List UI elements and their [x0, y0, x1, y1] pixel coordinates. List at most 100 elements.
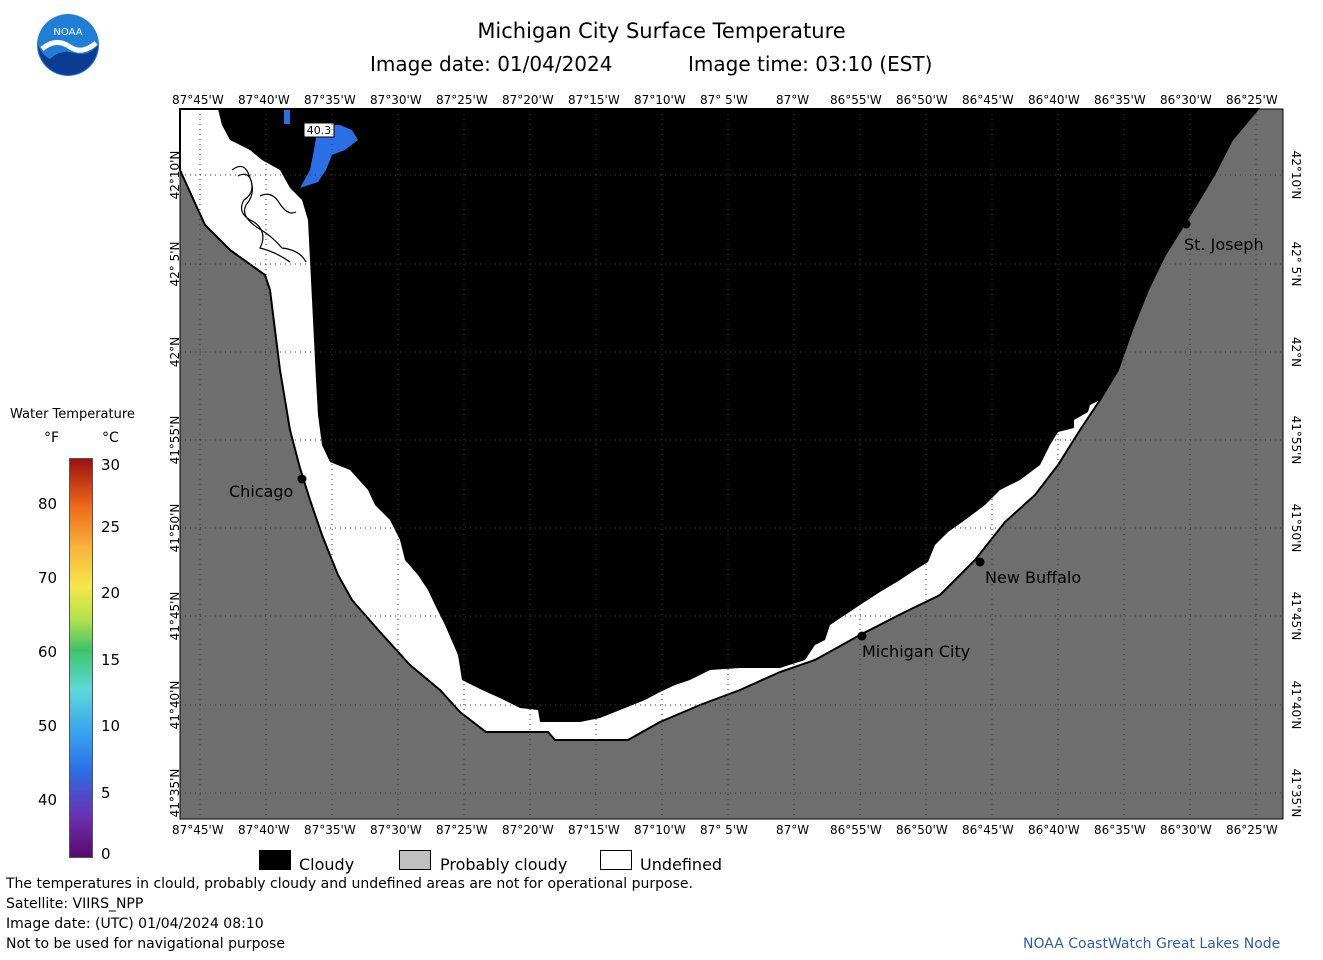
city-marker-chicago	[297, 474, 307, 484]
lon-label: 86°35'W	[1094, 823, 1146, 837]
footer-utc-date: Image date: (UTC) 01/04/2024 08:10	[6, 916, 264, 932]
lon-label: 86°35'W	[1094, 93, 1146, 107]
lat-label: 41°45'N	[1289, 591, 1303, 641]
map-title: Michigan City Surface Temperature	[477, 19, 846, 43]
legend-swatch-probably-cloudy	[399, 850, 431, 870]
lon-label: 87°35'W	[304, 823, 356, 837]
lat-label: 41°35'N	[1289, 768, 1303, 818]
city-label-new-buffalo: New Buffalo	[985, 568, 1082, 587]
image-date: Image date: 01/04/2024	[370, 52, 613, 76]
colorbar-tick-c: 15	[101, 651, 121, 669]
lon-label: 87°25'W	[436, 93, 488, 107]
city-marker-michigan-city	[857, 631, 867, 641]
lon-label: 87° 5'W	[700, 93, 748, 107]
city-marker-st-joseph	[1181, 219, 1191, 229]
lon-label: 87°15'W	[568, 93, 620, 107]
lat-label: 41°40'N	[168, 680, 182, 730]
lon-label: 87°40'W	[238, 93, 290, 107]
lon-label: 86°25'W	[1226, 823, 1278, 837]
temperature-contour	[231, 165, 291, 263]
lon-label: 87°10'W	[634, 823, 686, 837]
lat-label: 41°50'N	[1289, 503, 1303, 553]
lon-label: 87°30'W	[370, 93, 422, 107]
lon-label: 87°20'W	[502, 823, 554, 837]
colorbar-tick-f: 50	[38, 717, 58, 735]
lat-label: 42°N	[1289, 336, 1303, 368]
lon-label: 87°W	[776, 823, 810, 837]
graticule	[180, 109, 1283, 819]
lat-label: 41°45'N	[168, 591, 182, 641]
lon-label: 86°45'W	[962, 823, 1014, 837]
colorbar-tick-c: 0	[101, 845, 111, 863]
lon-label: 87°10'W	[634, 93, 686, 107]
lon-label: 86°30'W	[1160, 823, 1212, 837]
lat-label: 42°10'N	[1289, 150, 1303, 200]
legend-label-cloudy: Cloudy	[299, 855, 355, 874]
lon-label: 86°40'W	[1028, 823, 1080, 837]
water-temp-patch	[284, 110, 290, 124]
water-temp-patch	[300, 125, 358, 188]
lat-label: 41°55'N	[1289, 415, 1303, 465]
legend-swatch-undefined	[600, 850, 632, 870]
footer-nav-warning: Not to be used for navigational purpose	[6, 936, 285, 952]
colorbar-unit-f: °F	[44, 430, 60, 446]
lat-label: 41°40'N	[1289, 680, 1303, 730]
colorbar-tick-c: 20	[101, 584, 121, 602]
lon-label: 87°30'W	[370, 823, 422, 837]
city-label-michigan-city: Michigan City	[862, 642, 971, 661]
map-frame	[179, 108, 1284, 820]
lon-label: 86°45'W	[962, 93, 1014, 107]
noaa-logo: NOAA	[36, 13, 100, 77]
colorbar-unit-c: °C	[102, 430, 119, 446]
lon-label: 87° 5'W	[700, 823, 748, 837]
lon-label: 86°30'W	[1160, 93, 1212, 107]
city-label-st-joseph: St. Joseph	[1184, 235, 1264, 254]
footer-credit: NOAA CoastWatch Great Lakes Node	[1023, 936, 1281, 952]
legend-swatch-cloudy	[259, 850, 291, 870]
lon-label: 87°45'W	[172, 823, 224, 837]
lat-label: 42°N	[168, 336, 182, 368]
colorbar-tick-f: 60	[38, 643, 58, 661]
city-marker-new-buffalo	[975, 557, 985, 567]
logo-text: NOAA	[53, 27, 82, 38]
temperature-contour	[237, 173, 307, 263]
legend-label-probably-cloudy: Probably cloudy	[440, 855, 568, 874]
lat-label: 41°35'N	[168, 768, 182, 818]
legend-label-undefined: Undefined	[640, 855, 723, 874]
city-label-chicago: Chicago	[229, 482, 294, 501]
colorbar-tick-c: 10	[101, 717, 121, 735]
colorbar	[69, 458, 93, 858]
lon-label: 87°20'W	[502, 93, 554, 107]
footer-note: The temperatures in clould, probably clo…	[6, 876, 693, 892]
temp-label: 40.3	[307, 124, 332, 137]
lon-label: 86°55'W	[830, 93, 882, 107]
lon-label: 86°50'W	[896, 823, 948, 837]
lat-label: 41°50'N	[168, 503, 182, 553]
lat-label: 42° 5'N	[168, 241, 182, 287]
colorbar-tick-f: 40	[38, 791, 58, 809]
colorbar-tick-c: 5	[101, 784, 111, 802]
lon-label: 87°35'W	[304, 93, 356, 107]
lon-label: 86°40'W	[1028, 93, 1080, 107]
colorbar-tick-f: 80	[38, 495, 58, 513]
temperature-contour	[259, 193, 297, 214]
lat-label: 41°55'N	[168, 415, 182, 465]
lon-label: 87°40'W	[238, 823, 290, 837]
lon-label: 87°W	[776, 93, 810, 107]
colorbar-tick-c: 25	[101, 518, 121, 536]
lon-label: 87°45'W	[172, 93, 224, 107]
lat-label: 42°10'N	[168, 150, 182, 200]
lon-label: 86°25'W	[1226, 93, 1278, 107]
cloudy-area	[218, 109, 1258, 722]
temp-label-box	[303, 122, 335, 138]
lon-label: 86°55'W	[830, 823, 882, 837]
image-time: Image time: 03:10 (EST)	[688, 52, 933, 76]
colorbar-tick-f: 70	[38, 569, 58, 587]
lon-label: 86°50'W	[896, 93, 948, 107]
lat-label: 42° 5'N	[1289, 241, 1303, 287]
colorbar-title: Water Temperature	[10, 407, 135, 422]
lon-label: 87°15'W	[568, 823, 620, 837]
colorbar-tick-c: 30	[101, 456, 121, 474]
footer-satellite: Satellite: VIIRS_NPP	[6, 896, 144, 912]
